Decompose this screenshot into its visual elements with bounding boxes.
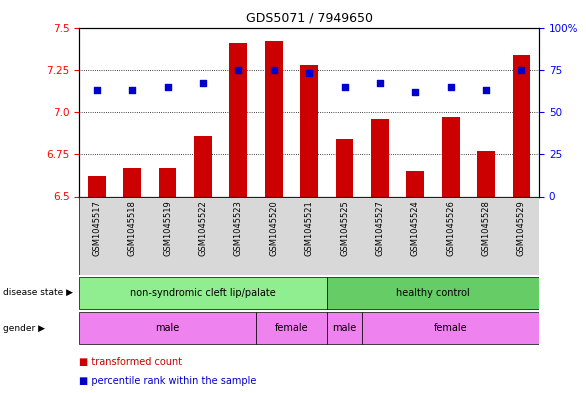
Text: male: male	[155, 323, 180, 333]
Bar	[159, 168, 176, 196]
Bar	[513, 55, 530, 196]
Text: GSM1045522: GSM1045522	[199, 200, 207, 256]
Bar	[79, 277, 327, 309]
Text: male: male	[332, 323, 357, 333]
Point	[269, 67, 278, 73]
Point	[92, 87, 101, 93]
Bar	[256, 312, 327, 344]
Bar	[265, 41, 282, 196]
Bar	[371, 119, 389, 196]
Text: ■ percentile rank within the sample: ■ percentile rank within the sample	[79, 376, 257, 386]
Text: GSM1045518: GSM1045518	[128, 200, 137, 256]
Text: GSM1045528: GSM1045528	[482, 200, 490, 256]
Bar	[79, 312, 256, 344]
Point	[163, 84, 172, 90]
Point	[446, 84, 455, 90]
Text: healthy control: healthy control	[396, 288, 470, 298]
Bar	[442, 117, 459, 196]
Bar	[230, 43, 247, 196]
Bar	[407, 171, 424, 196]
Point	[305, 70, 314, 76]
Text: GSM1045525: GSM1045525	[340, 200, 349, 256]
Text: GSM1045519: GSM1045519	[163, 200, 172, 256]
Title: GDS5071 / 7949650: GDS5071 / 7949650	[246, 12, 373, 25]
Text: female: female	[434, 323, 468, 333]
Point	[340, 84, 349, 90]
Text: GSM1045527: GSM1045527	[376, 200, 384, 256]
Bar	[194, 136, 212, 196]
Point	[375, 80, 384, 86]
Bar	[477, 151, 495, 196]
Text: GSM1045523: GSM1045523	[234, 200, 243, 256]
Text: disease state ▶: disease state ▶	[3, 288, 73, 297]
Bar	[336, 139, 353, 196]
Text: GSM1045529: GSM1045529	[517, 200, 526, 256]
Text: GSM1045524: GSM1045524	[411, 200, 420, 256]
Bar	[327, 277, 539, 309]
Bar	[362, 312, 539, 344]
Point	[198, 80, 207, 86]
Point	[481, 87, 490, 93]
Text: ■ transformed count: ■ transformed count	[79, 357, 182, 367]
Point	[234, 67, 243, 73]
Text: GSM1045520: GSM1045520	[269, 200, 278, 256]
Text: female: female	[275, 323, 308, 333]
Point	[128, 87, 137, 93]
Text: GSM1045521: GSM1045521	[305, 200, 314, 256]
Point	[411, 88, 420, 95]
Text: GSM1045526: GSM1045526	[446, 200, 455, 256]
Bar	[88, 176, 105, 196]
Text: GSM1045517: GSM1045517	[93, 200, 101, 256]
Bar	[300, 65, 318, 196]
Bar	[123, 168, 141, 196]
Bar	[327, 312, 362, 344]
Point	[517, 67, 526, 73]
Text: gender ▶: gender ▶	[3, 324, 45, 332]
Text: non-syndromic cleft lip/palate: non-syndromic cleft lip/palate	[130, 288, 276, 298]
